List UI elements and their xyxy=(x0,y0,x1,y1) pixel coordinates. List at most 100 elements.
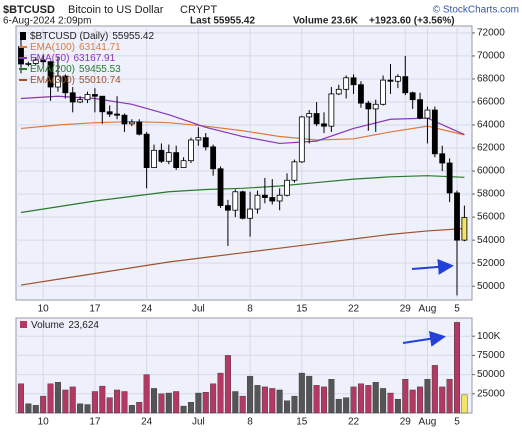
candle-body xyxy=(239,191,246,219)
ema-line xyxy=(20,120,465,141)
last-price: Last 55955.42 xyxy=(190,16,255,27)
candle-body xyxy=(394,76,401,82)
volume-bar xyxy=(402,379,409,414)
volume-bar xyxy=(320,386,327,414)
legend-entry: $BTCUSD (Daily) 55955.42 xyxy=(30,31,154,42)
volume-bar xyxy=(365,385,372,414)
y-tick-label: 68000 xyxy=(477,74,505,85)
y-tick-label: 52000 xyxy=(477,258,505,269)
x-tick-label: 29 xyxy=(400,417,412,428)
y-tick-label: 72000 xyxy=(477,28,505,39)
candle-body xyxy=(158,149,165,162)
candle-body xyxy=(269,197,276,202)
candle-body xyxy=(210,146,217,170)
volume-bar xyxy=(62,389,69,414)
candle-body xyxy=(232,191,239,211)
candle-body xyxy=(202,137,209,148)
legend-label: EMA(50) xyxy=(30,53,69,64)
y-tick-label: 66000 xyxy=(477,97,505,108)
volume-bar xyxy=(106,397,113,414)
volume-bar xyxy=(291,395,298,414)
volume-summary: Volume 23.6K xyxy=(293,16,359,27)
x-tick-label: 17 xyxy=(89,304,101,315)
y-tick-label: 62000 xyxy=(477,143,505,154)
candle-body xyxy=(358,84,364,104)
y-tick-label: 100K xyxy=(477,331,501,342)
annotation-arrow xyxy=(402,330,446,347)
candle-body xyxy=(18,46,24,65)
marks xyxy=(18,33,468,414)
volume-bar xyxy=(217,372,224,414)
y-tick-label: 56000 xyxy=(477,212,505,223)
candle-body xyxy=(454,192,460,241)
candle-body xyxy=(387,79,394,82)
y-tick-label: 54000 xyxy=(477,235,505,246)
x-tick-label: 5 xyxy=(454,417,460,428)
candle-body xyxy=(143,133,150,169)
copyright: © StockCharts.com xyxy=(433,5,519,16)
legend-label: EMA(100) xyxy=(30,42,75,53)
candle-body xyxy=(254,194,261,210)
x-tick-label: 24 xyxy=(141,304,153,315)
volume-bar xyxy=(343,397,350,414)
candle-body xyxy=(99,95,106,113)
x-tick-label: 22 xyxy=(348,417,360,428)
timestamp: 6-Aug-2024 2:09pm xyxy=(3,16,91,27)
x-tick-label: 8 xyxy=(247,304,253,315)
x-tick-label: Aug xyxy=(419,304,437,315)
y-tick-label: 50000 xyxy=(477,281,505,292)
volume-bar xyxy=(439,386,446,414)
annotation-arrow xyxy=(411,258,454,275)
candle-body xyxy=(424,109,431,119)
y-tick-label: 58000 xyxy=(477,189,505,200)
candle-body xyxy=(306,113,313,118)
legend-value: 63141.71 xyxy=(79,42,121,53)
ema-line xyxy=(20,227,465,286)
candle-body xyxy=(195,137,202,141)
x-tick-label: 5 xyxy=(454,304,460,315)
candle-body xyxy=(350,77,357,86)
volume-bar xyxy=(284,400,291,414)
candle-body xyxy=(106,111,113,115)
candle-body xyxy=(84,94,91,101)
volume-bar xyxy=(224,355,231,414)
legend-label: $BTCUSD (Daily) xyxy=(30,31,108,42)
candle-body xyxy=(40,59,47,63)
candle-body xyxy=(165,152,172,162)
legend-entry: EMA(100) 63141.71 xyxy=(30,42,121,53)
candle-body xyxy=(328,93,335,127)
volume-bar xyxy=(350,386,357,414)
y-tick-label: 60000 xyxy=(477,166,505,177)
y-tick-label: 50000 xyxy=(477,369,505,380)
volume-bar xyxy=(128,405,135,414)
volume-bar xyxy=(18,383,25,414)
candle-body xyxy=(380,79,387,105)
volume-bar xyxy=(77,403,84,414)
legend-value: 23,624 xyxy=(68,320,99,331)
volume-bar xyxy=(195,392,202,414)
legend-swatch xyxy=(20,321,27,328)
volume-bar xyxy=(461,394,468,414)
candle-body xyxy=(114,113,120,116)
legend-entry: EMA(200) 59455.53 xyxy=(30,64,121,75)
symbol: $BTCUSD xyxy=(3,4,55,16)
candle-body xyxy=(417,99,423,119)
volume-bar xyxy=(69,386,76,414)
exchange: CRYPT xyxy=(180,4,217,16)
candle-body xyxy=(25,63,32,65)
volume-bar xyxy=(254,385,261,414)
ema-line xyxy=(20,175,465,214)
volume-bar xyxy=(173,391,180,414)
volume-bar xyxy=(151,388,158,414)
candle-body xyxy=(180,160,187,169)
y-tick-label: 75000 xyxy=(477,350,505,361)
price-panel xyxy=(15,25,473,301)
x-tick-label: 10 xyxy=(38,304,50,315)
legend-value: 59455.53 xyxy=(79,64,121,75)
candle-body xyxy=(343,77,350,90)
candle-body xyxy=(261,194,268,198)
volume-bar xyxy=(380,388,387,414)
candle-body xyxy=(77,99,84,103)
volume-bar xyxy=(409,389,416,414)
volume-bar xyxy=(372,382,379,414)
